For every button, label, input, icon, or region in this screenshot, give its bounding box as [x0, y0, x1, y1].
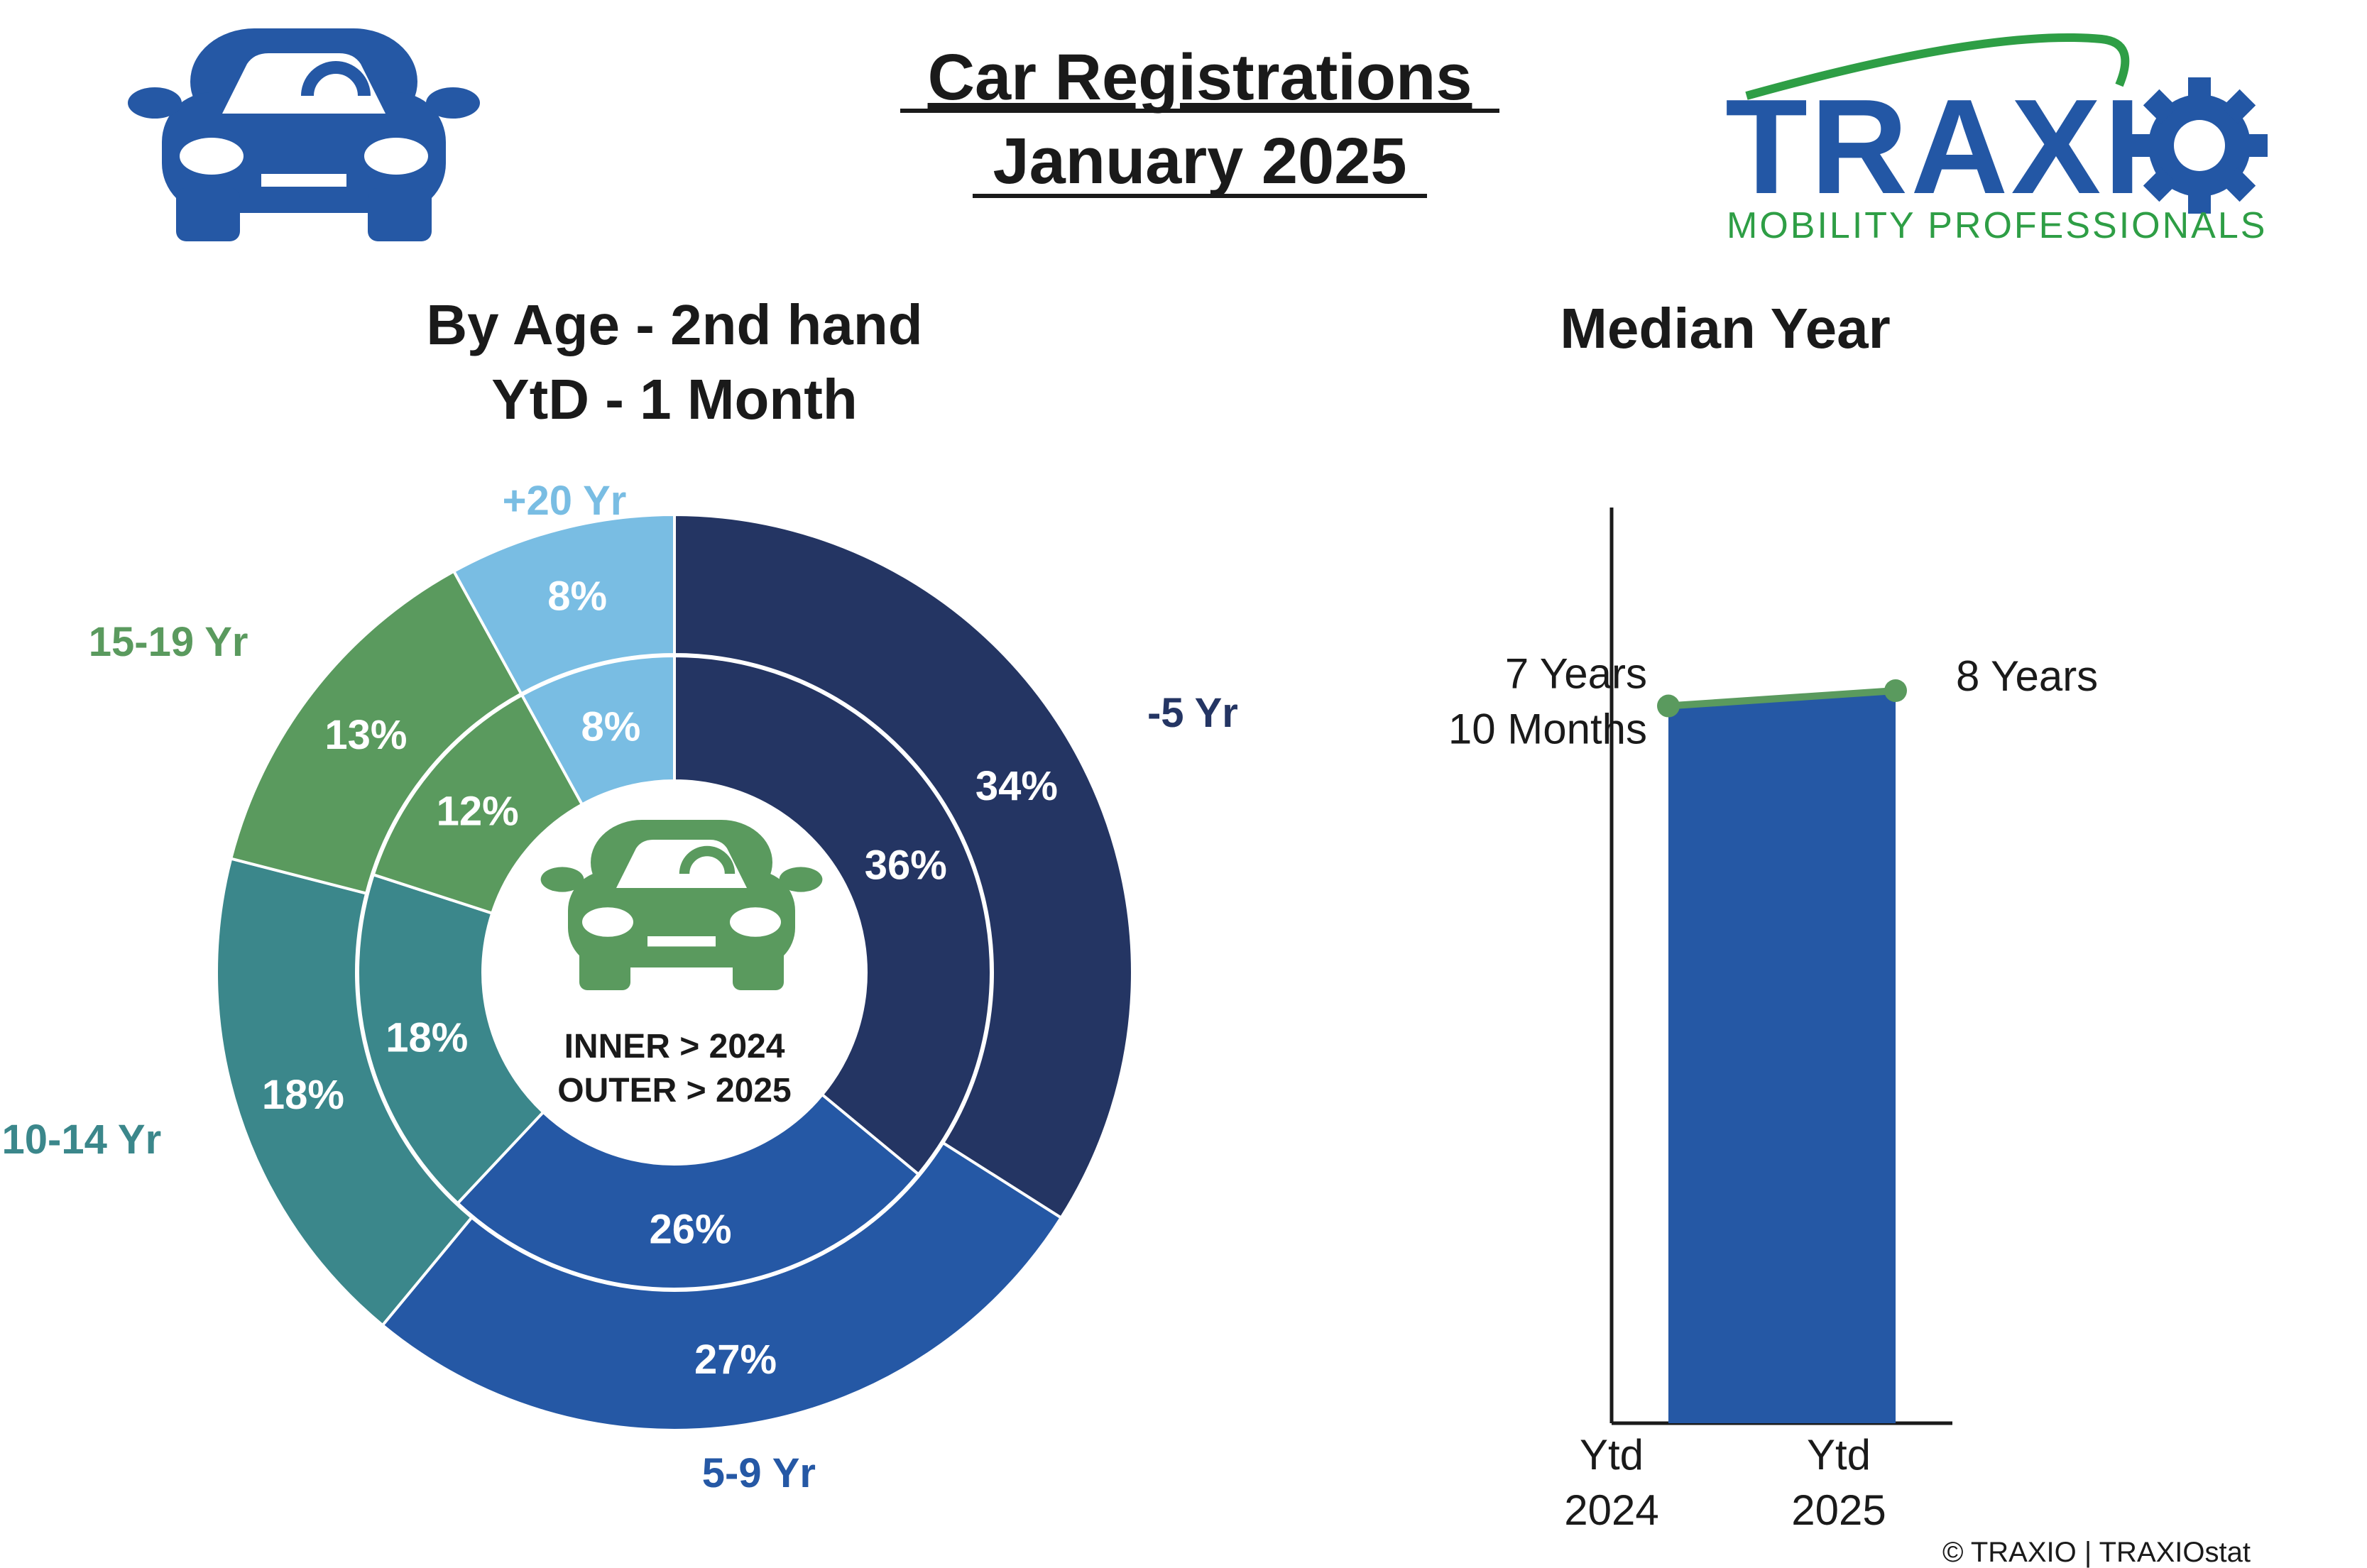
median-year-marker-1	[1884, 679, 1907, 702]
donut-inner-value-label-4: 8%	[581, 703, 641, 750]
donut-inner-slice-0	[673, 654, 993, 1177]
donut-outer-slice-4	[452, 512, 676, 696]
donut-outer-slice-0	[673, 512, 1134, 1220]
donut-category-label-0: -5 Yr	[1147, 690, 1238, 736]
donut-inner-slice-2	[356, 872, 545, 1205]
x-category-label-1-1: 2025	[1791, 1486, 1886, 1534]
median-year-marker-0	[1657, 694, 1680, 718]
donut-outer-value-label-2: 18%	[262, 1072, 344, 1118]
traxio-logo: TRAXIO MOBILITY PROFESSIONALS	[1725, 33, 2268, 246]
donut-center-label-1: INNER > 2024	[564, 1028, 785, 1065]
donut-title-line2: YtD - 1 Month	[491, 368, 857, 431]
bar-chart-title: Median Year	[1560, 297, 1890, 360]
donut-category-label-1: 5-9 Yr	[702, 1450, 816, 1496]
donut-outer-slice-2	[215, 857, 474, 1327]
donut-outer-slice-1	[381, 1141, 1064, 1432]
donut-category-label-2: 10-14 Yr	[2, 1117, 162, 1163]
x-category-label-0-0: Ytd	[1580, 1431, 1644, 1479]
median-year-line	[1668, 687, 1896, 710]
x-category-label-0-1: 2024	[1564, 1486, 1658, 1534]
donut-inner-value-label-3: 12%	[437, 789, 519, 835]
donut-outer-value-label-4: 8%	[547, 573, 607, 619]
header-car-icon	[128, 28, 480, 241]
donut-title-line1: By Age - 2nd hand	[426, 293, 922, 356]
median-year-value-label-0-1: 10 Months	[1448, 706, 1647, 753]
page-title-line1: Car Registrations	[928, 41, 1472, 114]
median-year-value-label-1-0: 8 Years	[1956, 652, 2098, 700]
median-year-area	[1668, 691, 1896, 1423]
page-title-line2: January 2025	[993, 125, 1406, 197]
donut-category-label-4: +20 Yr	[503, 478, 627, 524]
donut-inner-value-label-1: 26%	[650, 1206, 732, 1252]
gear-icon	[2131, 77, 2268, 214]
donut-inner-value-label-2: 18%	[386, 1015, 468, 1061]
median-year-value-label-0-0: 7 Years	[1505, 650, 1647, 698]
footer-credit: © TRAXIO | TRAXIOstat	[1942, 1537, 2251, 1568]
donut-outer-value-label-1: 27%	[694, 1337, 777, 1383]
donut-outer-value-label-3: 13%	[324, 712, 407, 758]
donut-center-car-icon	[540, 820, 823, 990]
x-category-label-1-0: Ytd	[1807, 1431, 1871, 1479]
logo-tagline: MOBILITY PROFESSIONALS	[1727, 205, 2267, 246]
donut-inner-slice-1	[455, 1092, 921, 1290]
donut-outer-value-label-0: 34%	[975, 763, 1058, 809]
donut-inner-slice-3	[371, 693, 584, 916]
donut-chart: 36% 26% 18% 12% 8% 34% 27% 18% 13% 8% -5 Yr 5-9 Yr 1…	[2, 478, 1238, 1496]
donut-center-label-2: OUTER > 2025	[557, 1072, 791, 1109]
donut-category-label-3: 15-19 Yr	[89, 619, 248, 665]
median-year-chart: 7 Years 10 Months 8 Years Ytd 2024 Ytd 2025	[1448, 508, 2098, 1534]
donut-inner-value-label-0: 36%	[865, 843, 947, 889]
